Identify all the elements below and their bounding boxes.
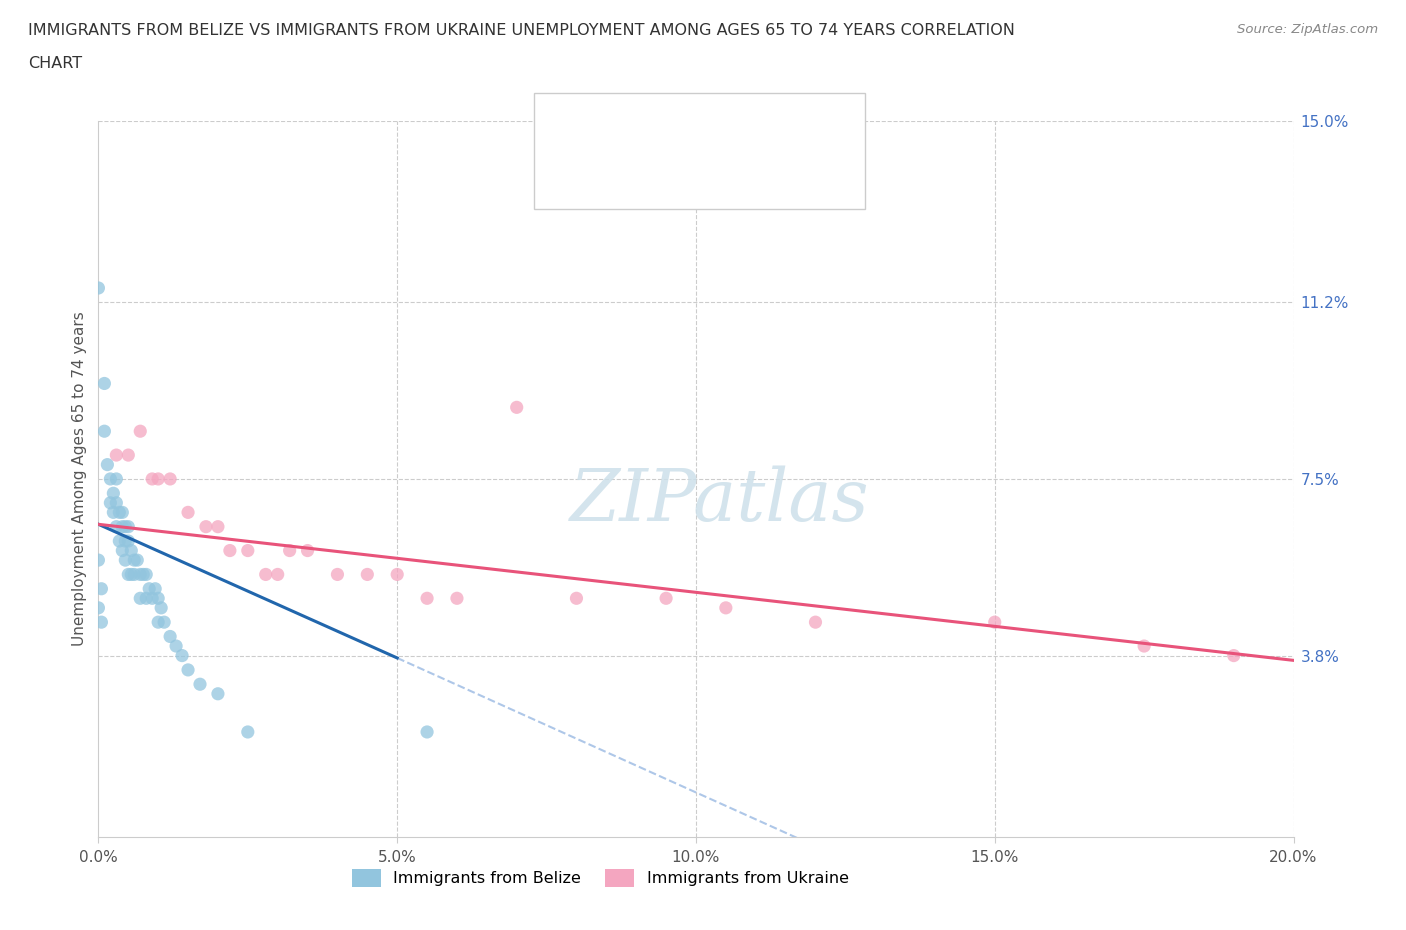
Point [207,686,229,701]
Text: R =  -0.193   N = 28: R = -0.193 N = 28 [600,163,783,181]
Point [105,447,128,462]
Point [159,629,181,644]
Point [565,591,588,605]
Point [714,601,737,616]
Point [135,567,157,582]
Point [114,519,136,534]
Point [132,567,155,582]
Point [297,543,319,558]
Point [446,591,468,605]
Point [103,485,125,500]
Point [129,424,152,439]
Point [177,662,200,677]
Point [655,591,678,605]
Point [416,724,439,739]
Point [254,567,277,582]
Point [172,648,194,663]
Point [177,505,200,520]
Point [804,615,827,630]
Text: ZIPatlas: ZIPatlas [569,465,870,536]
Legend: Immigrants from Belize, Immigrants from Ukraine: Immigrants from Belize, Immigrants from … [346,862,855,894]
Point [267,567,290,582]
Point [98,496,122,511]
Point [120,543,142,558]
Point [141,591,163,605]
Point [105,496,128,511]
Point [120,567,142,582]
Point [87,552,110,567]
Text: IMMIGRANTS FROM BELIZE VS IMMIGRANTS FROM UKRAINE UNEMPLOYMENT AMONG AGES 65 TO : IMMIGRANTS FROM BELIZE VS IMMIGRANTS FRO… [28,23,1015,38]
Point [236,543,259,558]
Y-axis label: Unemployment Among Ages 65 to 74 years: Unemployment Among Ages 65 to 74 years [72,312,87,646]
Point [143,581,166,596]
Point [326,567,349,582]
Point [150,601,173,616]
Point [111,505,134,520]
Point [114,534,136,549]
Point [141,472,163,486]
Point [105,519,128,534]
Point [188,677,211,692]
Text: CHART: CHART [28,56,82,71]
Point [111,519,134,534]
Point [108,534,131,549]
Point [236,724,259,739]
Point [117,519,139,534]
Point [93,424,115,439]
Point [124,552,146,567]
Point [207,519,229,534]
Point [108,505,131,520]
Point [90,581,112,596]
Point [114,552,136,567]
Text: R = -0.220   N = 51: R = -0.220 N = 51 [600,121,778,140]
Point [984,615,1007,630]
Point [127,552,149,567]
Text: Source: ZipAtlas.com: Source: ZipAtlas.com [1237,23,1378,36]
Point [1223,648,1246,663]
Point [117,567,139,582]
Point [1133,639,1156,654]
Point [111,543,134,558]
Point [148,472,170,486]
Point [93,376,115,391]
Point [103,505,125,520]
Point [124,567,146,582]
Point [117,447,139,462]
Point [87,601,110,616]
Point [105,472,128,486]
Point [87,281,110,296]
Point [135,591,157,605]
Point [138,581,160,596]
Point [356,567,378,582]
Point [165,639,187,654]
Point [98,472,122,486]
Point [129,567,152,582]
Point [278,543,301,558]
Point [416,591,439,605]
Point [506,400,529,415]
Point [148,591,170,605]
Point [219,543,242,558]
Point [129,591,152,605]
Point [96,458,118,472]
Point [153,615,176,630]
Point [195,519,218,534]
Point [117,534,139,549]
Point [159,472,181,486]
Point [148,615,170,630]
Point [90,615,112,630]
Point [385,567,409,582]
